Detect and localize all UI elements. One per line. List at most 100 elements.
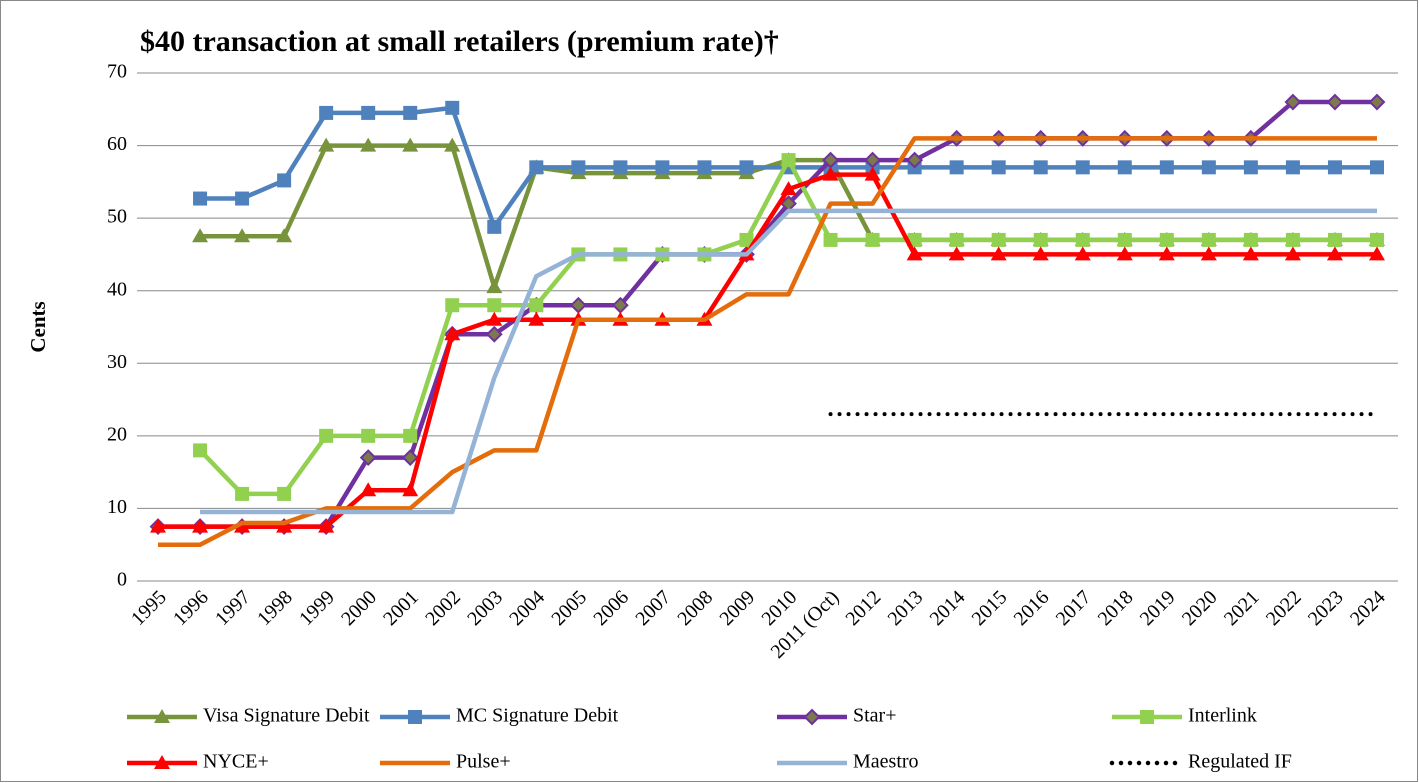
marker [193,443,208,458]
marker [1159,232,1174,247]
marker [445,100,460,115]
marker [1285,160,1300,175]
marker [360,137,377,152]
marker [402,482,419,497]
legend-label: Interlink [1188,705,1257,727]
y-tick-label: 20 [107,423,127,445]
marker [1243,232,1258,247]
marker [1117,232,1132,247]
y-tick-label: 50 [107,206,127,228]
marker [1201,160,1216,175]
marker [1284,246,1301,261]
marker [1369,160,1384,175]
marker [906,151,924,169]
marker [150,518,167,533]
marker [990,246,1007,261]
marker [655,160,670,175]
marker [486,311,503,326]
marker [1284,93,1302,111]
marker [154,709,170,723]
marker [1201,232,1216,247]
marker [739,232,754,247]
legend-item: Regulated IF [1109,751,1292,773]
legend-item: Pulse+ [380,751,511,773]
marker [1033,160,1048,175]
legend-label: Visa Signature Debit [203,705,370,727]
marker [1368,246,1385,261]
marker [1327,232,1342,247]
marker [1242,246,1259,261]
legend-item: Interlink [1112,705,1257,727]
marker [361,428,376,443]
marker [1074,246,1091,261]
series-line [158,172,1377,529]
marker [1326,246,1343,261]
marker [613,160,628,175]
marker [529,160,544,175]
marker [401,449,419,467]
marker [739,160,754,175]
marker [403,428,418,443]
marker [1326,93,1344,111]
marker [1368,93,1386,111]
y-tick-label: 30 [107,351,127,373]
marker [823,232,838,247]
marker [780,181,797,196]
marker [192,518,209,533]
legend-label: MC Signature Debit [456,705,619,727]
marker [1032,246,1049,261]
legend-label: Regulated IF [1188,751,1292,773]
legend-item: NYCE+ [127,751,269,773]
marker [318,137,335,152]
legend-item: Maestro [777,751,919,773]
legend-item: Visa Signature Debit [127,705,370,727]
y-axis-label: Cents [26,301,50,352]
y-tick-label: 70 [107,61,127,83]
marker [1327,160,1342,175]
marker [949,160,964,175]
series-line [158,136,1377,547]
marker [822,166,839,181]
marker [571,160,586,175]
legend-label: Pulse+ [456,751,511,773]
marker [360,482,377,497]
marker [319,428,334,443]
y-tick-label: 40 [107,278,127,300]
marker [529,298,544,313]
marker [192,228,209,243]
marker [444,326,461,341]
marker [1243,160,1258,175]
marker [803,708,821,726]
marker [697,160,712,175]
legend-label: Star+ [853,705,897,727]
marker [277,486,292,501]
marker [991,160,1006,175]
marker [528,311,545,326]
marker [1158,246,1175,261]
series-line [200,208,1377,515]
marker [865,232,880,247]
y-tick-label: 0 [117,569,127,591]
marker [235,486,250,501]
marker [444,137,461,152]
marker [949,232,964,247]
marker [277,173,292,188]
marker [403,105,418,120]
marker [487,219,502,234]
marker [864,166,881,181]
marker [235,191,250,206]
marker [359,449,377,467]
marker [318,518,335,533]
marker [487,298,502,313]
chart-title: $40 transaction at small retailers (prem… [140,25,779,58]
marker [234,228,251,243]
marker [319,105,334,120]
marker [408,710,422,724]
marker [1117,160,1132,175]
marker [193,191,208,206]
marker [1369,232,1384,247]
marker [276,518,293,533]
marker [1285,232,1300,247]
marker [276,228,293,243]
